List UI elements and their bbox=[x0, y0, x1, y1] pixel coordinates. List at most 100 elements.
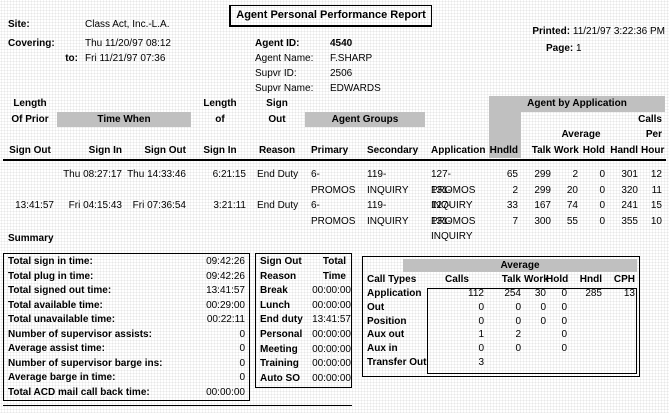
cell-calls-per-hour: 11 bbox=[651, 184, 662, 196]
cell-calls: 112 bbox=[468, 288, 484, 299]
col-header-hold: Hold bbox=[582, 144, 605, 156]
summary-label: Average assist time: bbox=[8, 343, 105, 354]
table-row: 13:41:57 Fri 04:15:43 Fri 07:36:54 3:21:… bbox=[3, 198, 666, 227]
supvr-id-label: Supvr ID: bbox=[255, 68, 297, 79]
col-header-length-of-prior-l1: Length bbox=[13, 98, 47, 109]
summary-value: 0 bbox=[239, 357, 245, 369]
summary-value: 00:29:00 bbox=[206, 299, 245, 311]
summary-value: 00:00:00 bbox=[206, 386, 245, 398]
cell-hold: 0 bbox=[561, 315, 567, 327]
site-value: Class Act, Inc.-L.A. bbox=[85, 19, 170, 30]
cell-hold: 0 bbox=[561, 329, 567, 341]
cell-work bbox=[524, 342, 546, 356]
call-types-header-row: Call Types Calls Talk Work Hold Hndl CPH bbox=[363, 272, 639, 287]
cell-cph bbox=[605, 342, 638, 356]
header-row-4: Sign Out Sign In Sign Out Sign In Reason… bbox=[3, 142, 666, 158]
header-row-3: Average Per bbox=[3, 127, 666, 143]
header-rule bbox=[3, 159, 666, 161]
covering-from-value: Thu 11/20/97 08:12 bbox=[85, 38, 171, 49]
col-header-per: Per bbox=[645, 129, 662, 140]
cell-avg-handl: 320 bbox=[621, 184, 638, 196]
col-header-length-of-signin-l1: Length bbox=[203, 98, 237, 109]
header-row-1: Length Length Sign Agent by Application bbox=[3, 96, 666, 112]
summary-value: 0 bbox=[239, 372, 245, 383]
reason-label: Personal bbox=[260, 328, 303, 340]
call-types-box: Average Call Types Calls Talk Work Hold … bbox=[362, 256, 640, 377]
col-header-calls: Calls bbox=[638, 113, 662, 125]
cell-hndl bbox=[570, 356, 605, 370]
cell-secondary-group: 119-INQUIRY bbox=[367, 200, 409, 227]
cell-work: 0 bbox=[540, 315, 546, 327]
agent-id-label: Agent ID: bbox=[255, 38, 300, 49]
cell-talk bbox=[487, 356, 524, 370]
printed-value: 11/21/97 3:22:36 PM bbox=[572, 26, 665, 37]
cell-reason bbox=[249, 214, 305, 245]
col-header-length-of-signin-l2: of bbox=[215, 113, 225, 125]
summary-label: Total ACD mail call back time: bbox=[8, 386, 150, 398]
cell-talk: 2 bbox=[515, 329, 521, 341]
reason-label: Break bbox=[260, 285, 288, 297]
cell-avg-work: 2 bbox=[572, 169, 578, 180]
summary-value: 0 bbox=[239, 328, 245, 340]
cell-calls-per-hour: 12 bbox=[650, 169, 662, 180]
cell-hndl bbox=[570, 342, 605, 356]
cell-sign-out bbox=[127, 214, 191, 245]
summary-row: Total unavailable time: 00:22:11 bbox=[4, 313, 249, 328]
call-type-label: Out bbox=[367, 301, 385, 313]
col-header-hndld: Hndld bbox=[489, 142, 521, 158]
table-row: Thu 08:27:17 Thu 14:33:46 6:21:15 End Du… bbox=[3, 167, 666, 196]
call-type-label: Application bbox=[367, 288, 422, 299]
hndld-gray-fill bbox=[489, 111, 521, 127]
reason-time: 00:00:00 bbox=[312, 299, 351, 311]
cell-cph bbox=[605, 356, 638, 370]
reason-row: Lunch 00:00:00 bbox=[256, 299, 351, 314]
reason-header-line1: Sign Out bbox=[260, 256, 302, 267]
reason-label: Training bbox=[260, 358, 299, 370]
cell-hold bbox=[546, 356, 570, 370]
cell-calls: 0 bbox=[478, 301, 484, 313]
call-type-row: Application 112 254 30 0 285 13 bbox=[363, 287, 639, 301]
cell-avg-hold: 0 bbox=[599, 169, 605, 180]
call-type-label: Position bbox=[367, 315, 407, 327]
table-row: 131-INQUIRY 2 299 20 0 320 11 bbox=[3, 183, 666, 212]
time-when-band: Time When bbox=[57, 111, 191, 127]
reason-row: Personal 00:00:00 bbox=[256, 328, 351, 343]
agent-by-application-band: Agent by Application bbox=[489, 96, 665, 112]
summary-value: 00:22:11 bbox=[206, 314, 245, 325]
cell-work: 30 bbox=[534, 288, 546, 299]
cell-calls: 1 bbox=[478, 329, 484, 341]
cell-length-sign-in: 6:21:15 bbox=[212, 169, 246, 180]
summary-value: 09:42:26 bbox=[206, 270, 245, 282]
col-header-sign-in: Sign In bbox=[88, 144, 122, 156]
call-type-row: Transfer Out 3 bbox=[363, 356, 639, 370]
summary-row: Total sign in time: 09:42:26 bbox=[4, 255, 249, 270]
reason-label: Auto SO bbox=[260, 372, 300, 384]
summary-label: Total sign in time: bbox=[8, 256, 93, 267]
cell-avg-work: 55 bbox=[566, 215, 578, 227]
reason-row: Auto SO 00:00:00 bbox=[256, 372, 351, 387]
agent-name-label: Agent Name: bbox=[255, 53, 314, 64]
cell-reason: End Duty bbox=[257, 169, 299, 180]
cell-hndld: 2 bbox=[512, 184, 518, 196]
summary-row: Total signed out time: 13:41:57 bbox=[4, 284, 249, 299]
col-header-signout-reason-l2: Out bbox=[268, 113, 286, 125]
summary-label: Number of supervisor assists: bbox=[8, 328, 152, 340]
cell-sign-out: Fri 07:36:54 bbox=[132, 200, 186, 211]
cell-avg-hold: 0 bbox=[599, 184, 605, 196]
col-header-hour: Hour bbox=[641, 144, 665, 156]
cell-secondary-group bbox=[363, 214, 425, 245]
covering-to-value: Fri 11/21/97 07:36 bbox=[85, 53, 166, 64]
table-body: Thu 08:27:17 Thu 14:33:46 6:21:15 End Du… bbox=[3, 167, 666, 242]
cell-length-sign-in: 3:21:11 bbox=[213, 200, 246, 211]
cell-cph bbox=[605, 301, 638, 315]
cell-avg-hold: 0 bbox=[599, 215, 605, 227]
summary-row: Average assist time: 0 bbox=[4, 342, 249, 357]
time-header-line2: Time bbox=[322, 270, 346, 282]
covering-label: Covering: bbox=[8, 38, 55, 49]
col-header-handl: Handl bbox=[610, 144, 638, 156]
header-row-2: Of Prior Time When of Out Agent Groups C… bbox=[3, 111, 666, 127]
summary-row: Average barge in time: 0 bbox=[4, 371, 249, 386]
summary-row: Number of supervisor barge ins: 0 bbox=[4, 357, 249, 372]
cell-hndl bbox=[570, 301, 605, 315]
